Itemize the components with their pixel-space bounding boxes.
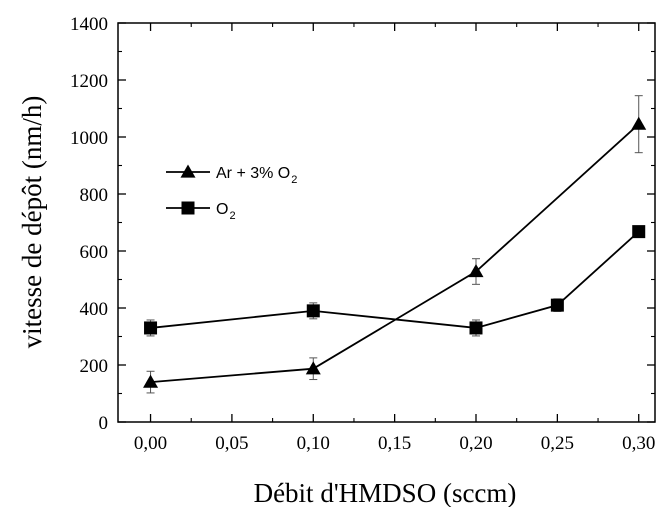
series-line (150, 230, 640, 329)
data-point (468, 264, 484, 278)
data-point (305, 361, 321, 375)
y-axis-title: vitesse de dépôt (nm/h) (17, 96, 47, 349)
data-point (306, 304, 320, 318)
ticks: 0,00 0,05 0,10 0,15 0,20 0,25 0,30 0 200 400 600 80… (70, 14, 655, 454)
x-tick-label: 0,20 (459, 433, 492, 454)
data-point (632, 225, 646, 239)
y-tick-label: 1400 (70, 14, 108, 35)
legend-label: O (216, 201, 228, 218)
data-point (550, 298, 564, 312)
legend-marker (180, 164, 196, 178)
y-tick-label: 0 (99, 413, 109, 434)
data-point (144, 321, 158, 335)
x-tick-label: 0,05 (215, 433, 248, 454)
legend-label-subscript: 2 (229, 210, 235, 222)
series-line (150, 123, 640, 383)
series-ar-o2 (143, 95, 647, 394)
x-tick-label: 0,10 (297, 433, 330, 454)
x-axis-title: Débit d'HMDSO (sccm) (254, 478, 517, 507)
data-point (631, 116, 647, 130)
data-point (469, 321, 483, 335)
y-tick-label: 200 (80, 356, 109, 377)
y-tick-label: 600 (80, 242, 109, 263)
x-tick-label: 0,00 (134, 433, 167, 454)
legend-marker (181, 201, 195, 215)
legend-label: Ar + 3% O (216, 165, 290, 182)
y-tick-label: 800 (80, 185, 109, 206)
x-tick-label: 0,25 (541, 433, 574, 454)
series-layer (143, 95, 647, 394)
y-tick-label: 400 (80, 299, 109, 320)
y-tick-label: 1000 (70, 128, 108, 149)
series-o2 (144, 225, 646, 337)
axes (117, 22, 656, 423)
data-point (143, 374, 159, 388)
x-tick-label: 0,30 (622, 433, 655, 454)
y-tick-label: 1200 (70, 71, 108, 92)
legend: Ar + 3% O 2O 2 (166, 164, 297, 222)
plot-frame (117, 22, 656, 423)
x-tick-label: 0,15 (378, 433, 411, 454)
legend-label-subscript: 2 (291, 174, 297, 186)
